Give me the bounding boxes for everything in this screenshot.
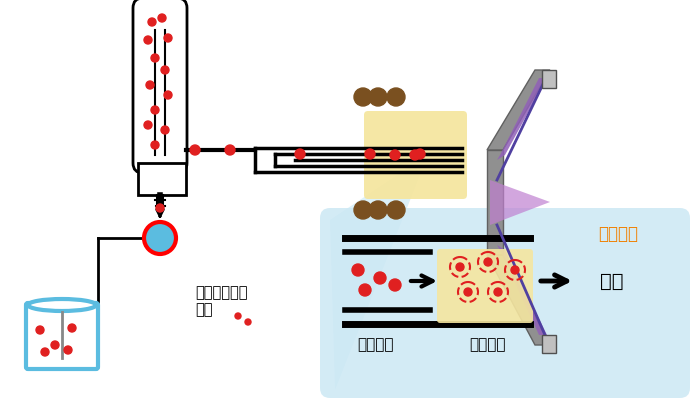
- Circle shape: [151, 141, 159, 149]
- Polygon shape: [330, 163, 420, 390]
- Circle shape: [151, 106, 159, 114]
- Circle shape: [354, 201, 372, 219]
- Circle shape: [415, 149, 425, 159]
- Circle shape: [144, 121, 152, 129]
- Circle shape: [245, 319, 251, 325]
- Circle shape: [390, 150, 400, 160]
- Circle shape: [511, 266, 519, 274]
- Circle shape: [190, 145, 200, 155]
- Circle shape: [164, 91, 172, 99]
- Circle shape: [36, 326, 44, 334]
- Circle shape: [387, 88, 405, 106]
- Bar: [542, 70, 556, 88]
- Circle shape: [352, 264, 364, 276]
- Bar: [487, 150, 503, 255]
- Text: 元素: 元素: [195, 302, 213, 317]
- Text: ナノ粒子: ナノ粒子: [357, 338, 393, 352]
- Bar: [542, 335, 556, 353]
- Circle shape: [151, 54, 159, 62]
- Circle shape: [387, 201, 405, 219]
- FancyBboxPatch shape: [320, 208, 690, 398]
- Text: ナノ粒子状の: ナノ粒子状の: [195, 285, 248, 300]
- Circle shape: [225, 145, 235, 155]
- Circle shape: [369, 88, 387, 106]
- FancyBboxPatch shape: [133, 0, 187, 173]
- Circle shape: [359, 284, 371, 296]
- Circle shape: [365, 149, 375, 159]
- Circle shape: [484, 258, 492, 266]
- Circle shape: [389, 279, 401, 291]
- Circle shape: [374, 272, 386, 284]
- Circle shape: [158, 14, 166, 22]
- Bar: [138, 163, 186, 195]
- FancyBboxPatch shape: [364, 111, 467, 199]
- Text: 検出: 検出: [600, 272, 624, 290]
- Circle shape: [144, 36, 152, 44]
- Circle shape: [41, 348, 49, 356]
- Circle shape: [410, 150, 420, 160]
- Circle shape: [161, 126, 169, 134]
- Polygon shape: [490, 180, 550, 225]
- Text: イオン化: イオン化: [470, 338, 506, 352]
- Circle shape: [68, 324, 76, 332]
- Circle shape: [144, 222, 176, 254]
- Circle shape: [161, 66, 169, 74]
- Circle shape: [235, 313, 241, 319]
- Polygon shape: [487, 255, 550, 345]
- Circle shape: [354, 88, 372, 106]
- Circle shape: [148, 18, 156, 26]
- Ellipse shape: [28, 299, 96, 311]
- Circle shape: [146, 81, 154, 89]
- FancyBboxPatch shape: [437, 249, 533, 323]
- Circle shape: [464, 288, 472, 296]
- Text: プラズマ: プラズマ: [598, 225, 638, 243]
- Polygon shape: [497, 245, 547, 335]
- Circle shape: [64, 346, 72, 354]
- Circle shape: [494, 288, 502, 296]
- Circle shape: [369, 201, 387, 219]
- Polygon shape: [487, 70, 550, 150]
- Polygon shape: [497, 78, 547, 160]
- Circle shape: [156, 204, 164, 212]
- Circle shape: [456, 263, 464, 271]
- Circle shape: [164, 34, 172, 42]
- Circle shape: [295, 149, 305, 159]
- FancyBboxPatch shape: [26, 303, 98, 369]
- Circle shape: [51, 341, 59, 349]
